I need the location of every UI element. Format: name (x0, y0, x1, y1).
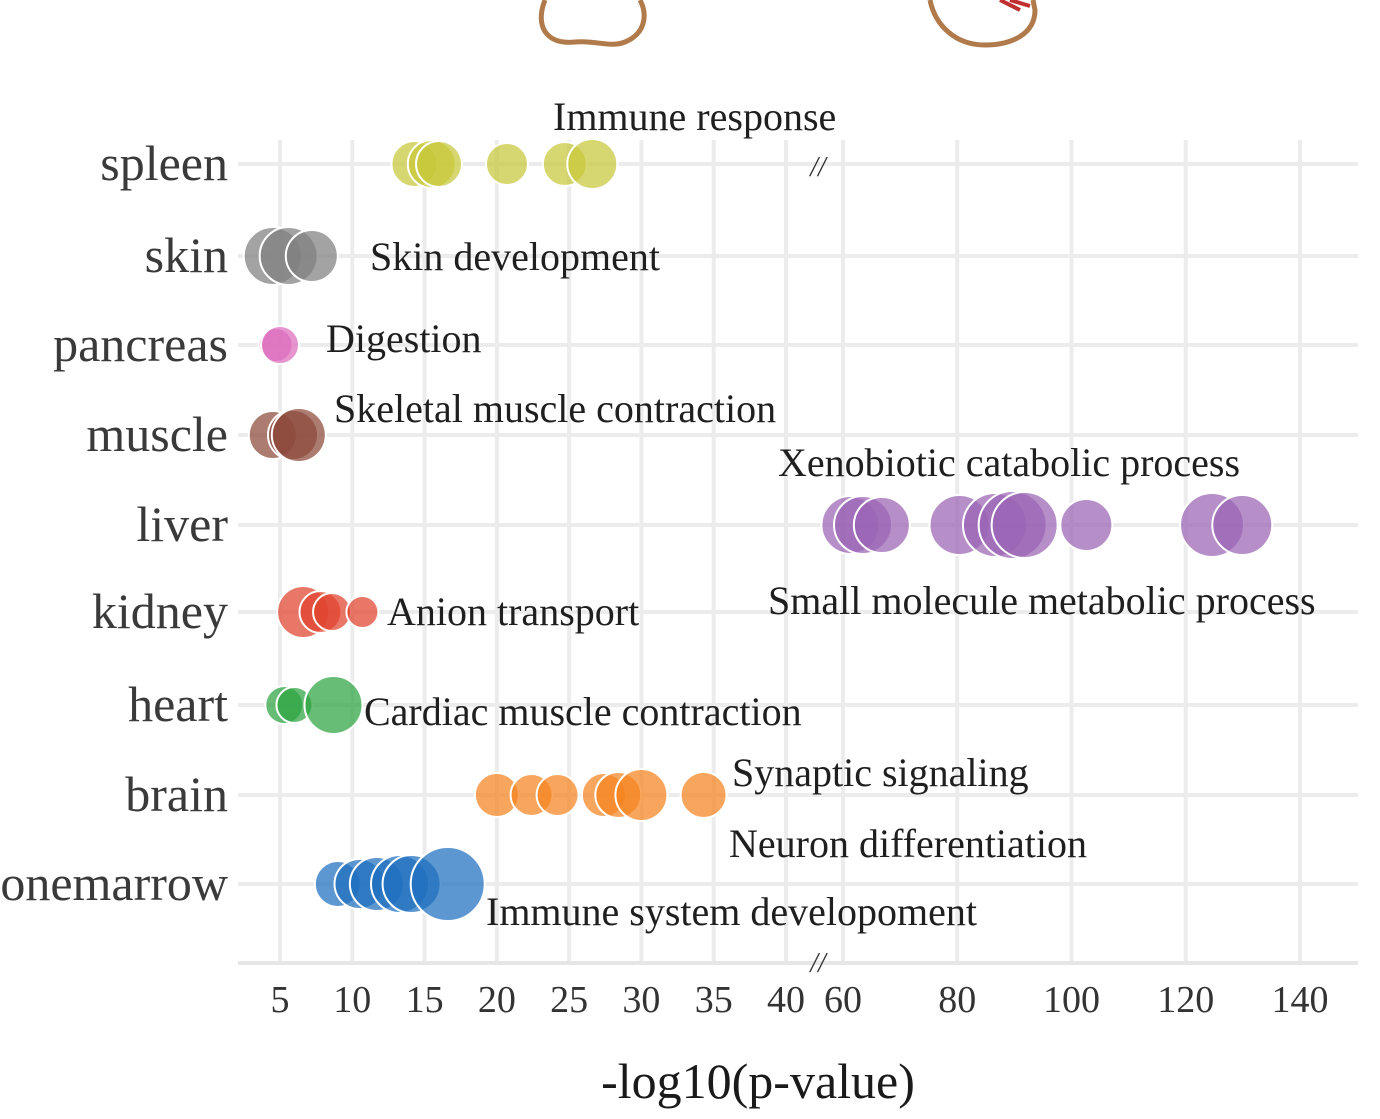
annotation-synaptic-signaling: Synaptic signaling (732, 750, 1029, 795)
bubble-heart-2 (303, 675, 364, 735)
x-tick-label: 20 (478, 979, 516, 1021)
organ-icon-right (927, 0, 1038, 48)
bubble-muscle-2 (270, 407, 327, 463)
x-tick-label: 100 (1043, 979, 1100, 1021)
bubble-bonemarrow-5 (409, 846, 486, 922)
organ-icon-right-detail (999, 0, 1031, 12)
annotation-xenobiotic-catabolic-process: Xenobiotic catabolic process (778, 440, 1240, 485)
bubble-skin-2 (284, 229, 339, 283)
annotation-digestion: Digestion (326, 316, 482, 361)
bubble-kidney-2 (312, 592, 353, 632)
x-tick-label: 10 (333, 979, 371, 1021)
x-tick-label: 35 (695, 979, 733, 1021)
annotation-cardiac-muscle-contraction: Cardiac muscle contraction (364, 689, 802, 734)
annotation-skeletal-muscle-contraction: Skeletal muscle contraction (334, 386, 776, 431)
bubble-liver-9 (1211, 494, 1274, 556)
annotation-skin-development: Skin development (370, 234, 660, 279)
bubble-brain-6 (679, 771, 728, 819)
annotation-neuron-differentiation: Neuron differentiation (729, 821, 1087, 866)
category-label-muscle: muscle (86, 406, 228, 462)
x-tick-label: 40 (767, 979, 805, 1021)
category-label-brain: brain (125, 766, 228, 822)
category-label-heart: heart (128, 676, 228, 732)
category-label-pancreas: pancreas (53, 316, 228, 372)
axis-break-bottom: // (808, 948, 828, 979)
annotation-small-molecule-metabolic-process: Small molecule metabolic process (768, 578, 1316, 623)
axis-break-top: // (808, 152, 828, 183)
bubble-liver-6 (990, 491, 1059, 559)
bubble-liver-2 (852, 496, 911, 554)
x-tick-label: 140 (1272, 979, 1329, 1021)
data-points (242, 138, 1274, 922)
bubble-spleen-5 (566, 138, 619, 190)
annotation-immune-response: Immune response (553, 94, 836, 139)
bubble-liver-7 (1059, 498, 1114, 552)
annotation-immune-system-developoment: Immune system developoment (486, 889, 977, 934)
annotation-anion-transport: Anion transport (387, 589, 639, 634)
category-label-bonemarrow: bonemarrow (0, 855, 228, 911)
x-tick-label: 25 (550, 979, 588, 1021)
x-tick-label: 80 (938, 979, 976, 1021)
bubble-spleen-3 (484, 142, 529, 186)
bubble-spleen-2 (415, 140, 464, 188)
category-label-liver: liver (136, 496, 228, 552)
organ-icon-left (538, 0, 647, 47)
labels: 5 10 15 20 25 30 35 40 60 80 100 120 140 // // -log10(p… (0, 94, 1329, 1109)
x-tick-label: 60 (824, 979, 862, 1021)
x-tick-label: 15 (406, 979, 444, 1021)
category-label-spleen: spleen (100, 135, 228, 191)
x-tick-label: 120 (1157, 979, 1214, 1021)
x-tick-label: 5 (271, 979, 290, 1021)
category-label-kidney: kidney (92, 583, 228, 639)
bubble-brain-2 (535, 773, 580, 817)
x-axis-title: -log10(p-value) (601, 1053, 915, 1109)
category-label-skin: skin (145, 227, 228, 283)
bubble-kidney-3 (345, 595, 380, 629)
x-tick-label: 30 (622, 979, 660, 1021)
bubble-brain-5 (614, 768, 669, 822)
bubble-pancreas-1 (260, 325, 300, 365)
